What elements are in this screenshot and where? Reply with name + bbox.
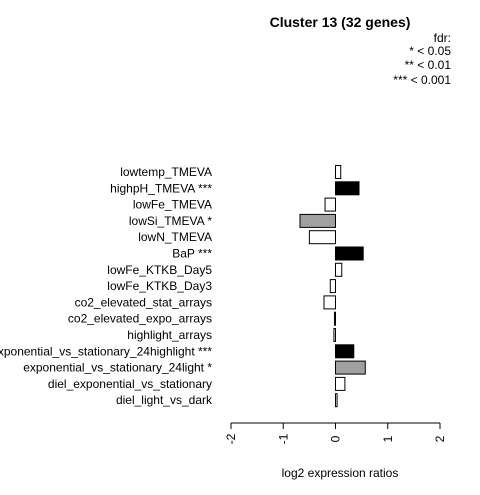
legend-entry-1: * < 0.05: [409, 44, 451, 58]
bar-4: [299, 213, 336, 228]
category-label-12: exponential_vs_stationary_24highlight **…: [0, 344, 212, 358]
bar-7: [335, 262, 343, 277]
bar-6: [335, 246, 364, 261]
bar-11: [333, 328, 336, 342]
category-label-3: lowFe_TMEVA: [133, 198, 212, 212]
bar-14: [335, 376, 346, 391]
bar-13: [335, 360, 366, 375]
category-label-9: co2_elevated_stat_arrays: [75, 295, 212, 309]
category-label-11: highlight_arrays: [127, 328, 212, 342]
plot-area: lowtemp_TMEVA highpH_TMEVA *** lowFe_TMEVA…: [0, 165, 447, 444]
x-axis-label: log2 expression ratios: [282, 466, 399, 480]
bar-5: [308, 230, 336, 245]
legend-title: fdr:: [434, 31, 451, 45]
category-label-13: exponential_vs_stationary_24light *: [23, 361, 212, 375]
bar-3: [324, 197, 336, 212]
category-label-8: lowFe_KTKB_Day3: [107, 279, 212, 293]
bar-12: [335, 344, 355, 359]
bar-2: [335, 181, 360, 196]
category-label-2: highpH_TMEVA ***: [110, 181, 212, 195]
category-label-7: lowFe_KTKB_Day5: [107, 263, 212, 277]
legend-entry-3: *** < 0.001: [393, 73, 451, 87]
bar-8: [329, 279, 336, 294]
category-label-15: diel_light_vs_dark: [116, 393, 213, 407]
x-tick-label-1: -2: [224, 433, 238, 444]
category-label-14: diel_exponential_vs_stationary: [48, 377, 212, 391]
bar-1: [335, 165, 342, 179]
bar-10: [333, 311, 336, 326]
category-label-6: BaP ***: [172, 247, 212, 261]
category-label-10: co2_elevated_expo_arrays: [68, 312, 212, 326]
category-label-1: lowtemp_TMEVA: [120, 165, 212, 179]
x-tick-label-3: 0: [329, 435, 343, 442]
category-label-5: lowN_TMEVA: [138, 230, 212, 244]
legend-entry-2: ** < 0.01: [405, 58, 452, 72]
category-label-4: lowSi_TMEVA *: [129, 214, 212, 228]
chart-title: Cluster 13 (32 genes): [270, 14, 411, 30]
x-tick-label-5: 2: [433, 435, 447, 442]
bar-9: [323, 295, 337, 310]
bar-15: [335, 393, 338, 408]
x-tick-label-4: 1: [381, 435, 395, 442]
x-tick-label-2: -1: [276, 433, 290, 444]
